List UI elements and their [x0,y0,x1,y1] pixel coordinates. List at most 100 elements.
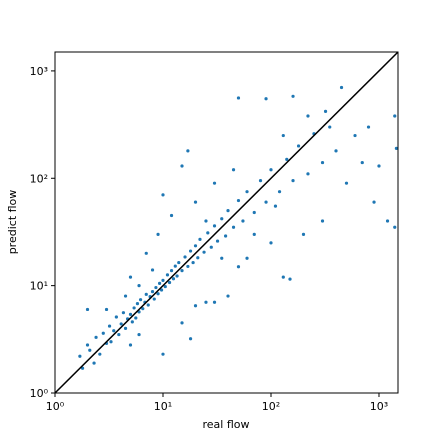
point [132,306,136,310]
point [78,354,82,358]
point [372,200,376,204]
point [146,303,150,307]
plot-frame [54,51,399,394]
y-tick-label: 10² [30,172,48,185]
point [180,321,184,325]
point [114,315,118,319]
point [212,224,217,228]
point [209,245,213,249]
point [94,335,98,339]
point [393,225,397,229]
point [291,94,295,98]
point [241,219,245,223]
point [202,250,206,254]
point [183,255,187,259]
x-tick-label: 10³ [370,400,388,413]
point [188,337,193,341]
point [169,213,174,218]
point [144,251,148,255]
point [220,217,224,221]
point [159,288,164,292]
point [107,324,112,328]
point [215,239,220,243]
point [121,311,126,315]
point [152,297,156,301]
point [175,274,179,278]
point [156,292,160,296]
point [92,361,96,365]
point [134,316,138,320]
point [169,269,174,273]
point [186,264,190,269]
point [156,232,160,237]
y-tick-label: 10¹ [30,280,48,293]
point [360,160,364,165]
point [150,289,155,294]
point [212,181,217,185]
point [285,157,289,161]
point [245,256,249,260]
point [366,125,371,129]
point [137,284,141,288]
y-tick-label: 10⁰ [30,387,49,400]
point [291,179,295,183]
point [171,277,176,281]
y-tick-label: 10³ [30,65,48,78]
point [186,149,190,153]
point [161,352,165,356]
point [123,294,128,298]
point [130,320,134,324]
point [220,256,224,260]
point [281,133,285,138]
point [296,144,301,148]
point [269,241,273,245]
point [180,269,184,273]
point [393,114,397,118]
point [144,292,148,296]
point [85,307,90,312]
point [269,168,273,172]
point [226,294,230,298]
point [128,275,133,279]
point [112,329,116,333]
point [193,244,198,248]
point [328,125,332,129]
point [394,146,399,150]
point [252,210,256,215]
point [226,208,230,213]
point [157,281,162,285]
point [138,298,143,302]
point [377,164,381,168]
point [320,160,325,165]
point [154,285,158,290]
point [320,219,325,223]
point [301,232,306,237]
point [193,304,198,308]
point [198,237,202,241]
point [385,219,390,223]
point [180,164,184,168]
point [306,172,310,176]
point [177,260,181,265]
point [135,302,140,306]
point [273,204,278,208]
point [339,85,344,90]
point [188,249,193,253]
reference-line [54,51,399,394]
point [137,332,141,337]
point [231,168,236,172]
point [167,280,172,285]
x-tick-label: 10⁰ [46,400,65,413]
point [117,332,121,337]
point [150,268,155,272]
point [128,312,133,316]
point [193,200,198,204]
point [264,97,268,101]
point [161,278,165,282]
point [288,277,292,281]
point [196,256,200,260]
point [334,149,338,153]
point [245,190,249,194]
point [128,343,133,347]
